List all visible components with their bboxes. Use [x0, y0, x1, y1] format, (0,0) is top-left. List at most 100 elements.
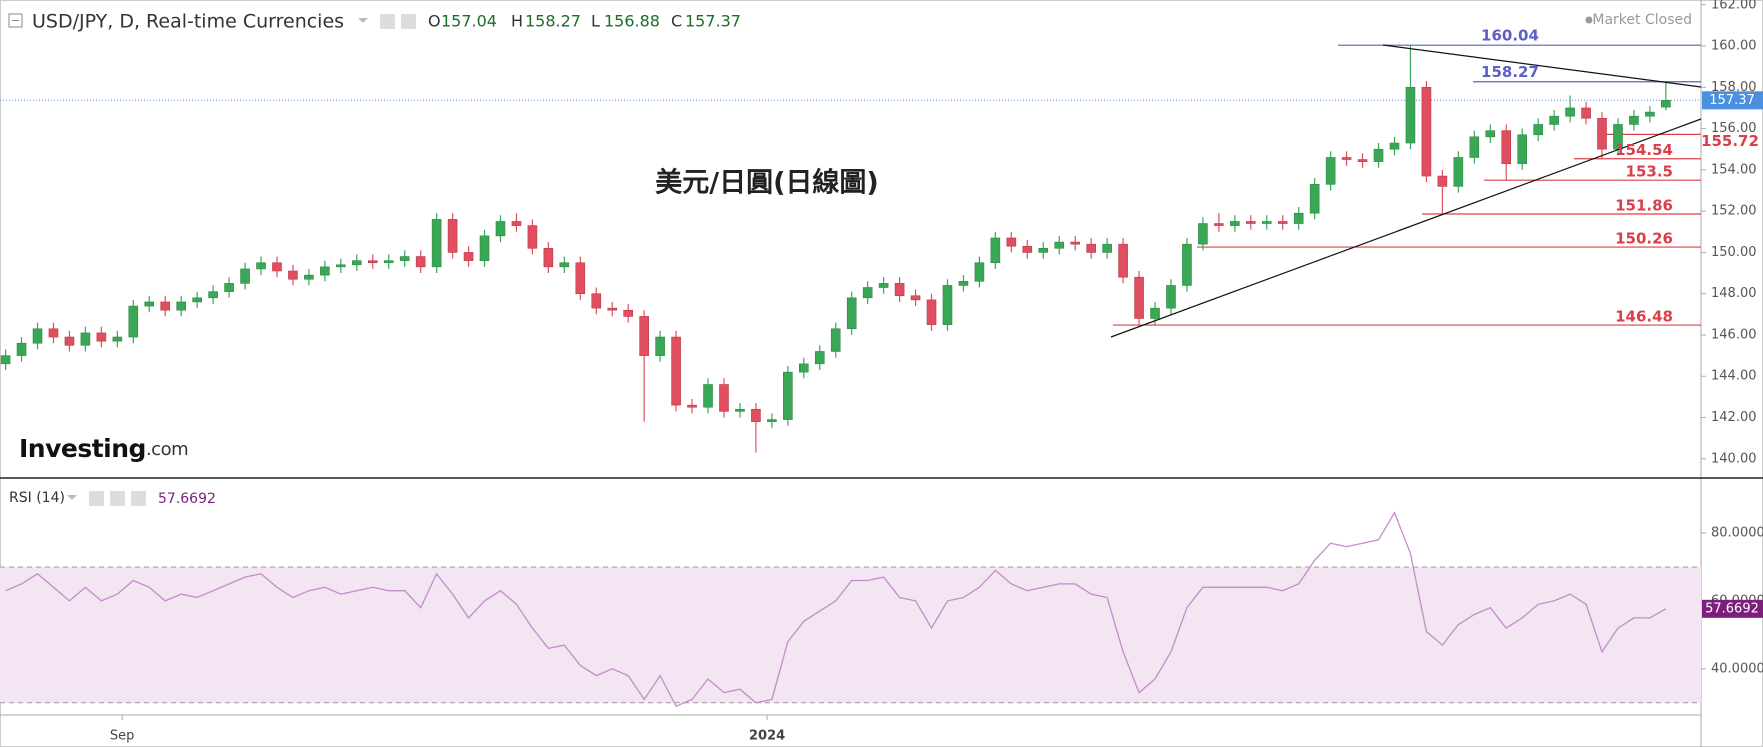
ohlc-letter: L: [591, 12, 600, 31]
y-tick-label: 158.00: [1711, 80, 1757, 95]
dropdown-icon[interactable]: [67, 495, 77, 500]
candle-body: [112, 336, 123, 342]
eye-button[interactable]: [380, 14, 395, 29]
candle-body: [1150, 307, 1160, 319]
eye-button[interactable]: [89, 491, 104, 506]
candle-body: [128, 305, 139, 338]
annotation: 美元/日圓(日線圖): [655, 167, 879, 199]
level-label: 154.54: [1615, 141, 1673, 159]
candle-body: [910, 295, 921, 301]
candle-body: [80, 332, 91, 346]
level-label: 153.5: [1626, 163, 1673, 181]
candle-body: [511, 221, 522, 226]
ohlc-value: 156.88: [604, 12, 660, 31]
candle-body: [926, 299, 937, 325]
candle-body: [894, 283, 905, 297]
candle-body: [1038, 247, 1049, 253]
candle-body: [1070, 241, 1080, 245]
candle-body: [1421, 87, 1432, 177]
status-dot: [1585, 16, 1593, 24]
candle-body: [256, 262, 266, 270]
candle-body: [559, 262, 570, 268]
level-label-bg: [1703, 132, 1761, 151]
candle-body: [463, 252, 474, 261]
candle-body: [1485, 130, 1496, 138]
candle-body: [814, 351, 825, 365]
candle-body: [479, 235, 490, 261]
ohlc-value: 157.04: [441, 12, 497, 31]
candle-body: [1086, 243, 1096, 253]
level-label: 155.72: [1701, 132, 1759, 150]
x-tick-label: Sep: [110, 729, 135, 744]
rsi-value: 57.6692: [158, 491, 216, 507]
ohlc-letter: O: [428, 12, 441, 31]
candle-body: [639, 316, 649, 356]
candle-body: [1118, 243, 1128, 278]
last-price-box: [1702, 91, 1763, 110]
candle-body: [192, 297, 202, 303]
candle-body: [1325, 157, 1336, 185]
ohlc-value: 157.37: [685, 12, 741, 31]
candle-body: [1405, 87, 1416, 144]
candle-body: [1198, 223, 1208, 245]
level-label: 150.26: [1615, 230, 1673, 248]
candle-body: [1661, 100, 1671, 108]
candle-body: [543, 247, 554, 268]
candle-body: [1166, 285, 1176, 309]
candle-body: [862, 287, 873, 299]
collapse-button[interactable]: [8, 13, 23, 28]
y-tick-label: 80.0000: [1711, 526, 1763, 541]
candle-body: [208, 291, 218, 299]
settings-button[interactable]: [110, 491, 125, 506]
y-tick-label: 162.00: [1711, 0, 1757, 12]
candle-body: [1102, 243, 1112, 253]
candle-body: [974, 262, 985, 282]
candle-body: [0, 355, 11, 365]
candle-body: [799, 363, 809, 373]
candle-body: [1022, 245, 1033, 253]
candle-body: [304, 274, 314, 280]
y-tick-label: 154.00: [1711, 162, 1757, 177]
candle-body: [607, 307, 618, 311]
candle-body: [367, 260, 378, 264]
candle-body: [272, 262, 282, 272]
candle-body: [1134, 276, 1144, 319]
settings-button[interactable]: [401, 14, 416, 29]
candle-body: [1293, 212, 1304, 224]
candle-body: [655, 336, 665, 356]
resistance-trendline: [1382, 44, 1702, 88]
candle-body: [687, 404, 697, 408]
rsi-title: RSI (14): [9, 490, 65, 506]
level-label: 151.86: [1615, 197, 1673, 215]
candle-body: [160, 301, 171, 311]
candle-body: [735, 408, 745, 412]
candle-body: [767, 419, 777, 422]
candle-body: [176, 301, 186, 311]
market-status: Market Closed: [1592, 12, 1692, 28]
y-tick-label: 144.00: [1711, 369, 1757, 384]
candle-body: [399, 256, 410, 261]
candle-body: [719, 384, 729, 412]
candle-body: [16, 342, 27, 356]
x-tick-label: 2024: [749, 729, 785, 744]
candle-body: [383, 260, 394, 264]
candle-body: [1645, 111, 1655, 117]
rsi-line: [5, 511, 1667, 708]
candle-body: [320, 266, 330, 276]
candle-body: [495, 221, 506, 237]
level-label: 158.27: [1481, 63, 1539, 81]
candle-body: [48, 328, 59, 338]
candle-body: [1629, 115, 1639, 125]
candle-body: [671, 336, 681, 406]
candle-body: [783, 371, 793, 420]
candle-body: [1597, 117, 1607, 150]
dropdown-icon[interactable]: [358, 18, 368, 23]
candle-body: [1373, 148, 1384, 162]
candle-body: [1453, 157, 1464, 187]
candle-body: [96, 332, 107, 342]
y-tick-label: 142.00: [1711, 410, 1757, 425]
candle-body: [224, 283, 234, 292]
rsi-last-label: 57.6692: [1705, 601, 1759, 616]
remove-button[interactable]: [131, 491, 146, 506]
